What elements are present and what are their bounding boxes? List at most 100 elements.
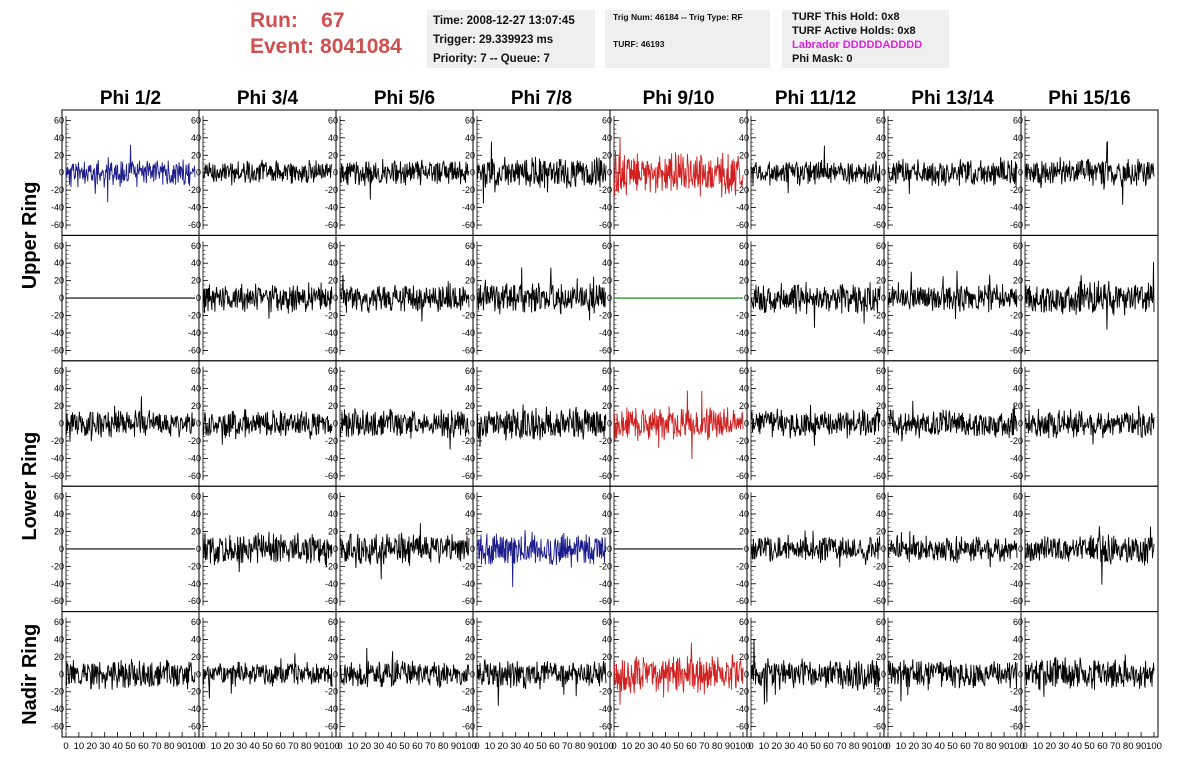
y-tick-label: -60 (1010, 471, 1023, 481)
y-tick-label: 0 (1018, 293, 1023, 303)
y-tick-label: 60 (191, 617, 201, 627)
x-tick-label: 20 (498, 741, 509, 752)
y-tick-label: 40 (876, 258, 886, 268)
y-tick-label: 60 (739, 115, 749, 125)
y-tick-label: -40 (325, 203, 338, 213)
waveform-trace (339, 523, 470, 580)
waveform-trace (1024, 654, 1155, 697)
y-tick-label: 60 (191, 366, 201, 376)
x-tick-label: 50 (810, 741, 821, 752)
y-tick-label: 40 (876, 133, 886, 143)
x-tick-label: 50 (947, 741, 958, 752)
y-tick-label: 60 (54, 241, 64, 251)
y-tick-label: 20 (328, 526, 338, 536)
y-tick-label: -20 (462, 185, 475, 195)
y-tick-label: 20 (465, 150, 475, 160)
y-tick-label: 0 (470, 168, 475, 178)
waveform-trace (887, 659, 1018, 702)
y-tick-label: 0 (333, 168, 338, 178)
y-tick-label: 0 (1018, 544, 1023, 554)
x-tick-label: 20 (1046, 741, 1057, 752)
y-tick-label: 60 (739, 241, 749, 251)
y-tick-label: 40 (602, 133, 612, 143)
y-tick-label: -20 (873, 687, 886, 697)
x-tick-label: 70 (151, 741, 162, 752)
y-tick-label: -60 (51, 596, 64, 606)
column-header: Phi 1/2 (100, 88, 161, 109)
x-tick-label: 30 (784, 741, 795, 752)
y-tick-label: 40 (602, 258, 612, 268)
x-tick-label: 70 (425, 741, 436, 752)
y-tick-label: -40 (325, 579, 338, 589)
y-tick-label: 60 (54, 617, 64, 627)
turf-this-hold-text: TURF This Hold: 0x8 (792, 11, 900, 23)
y-tick-label: -40 (462, 704, 475, 714)
y-tick-label: -40 (51, 203, 64, 213)
y-tick-label: 20 (191, 526, 201, 536)
y-tick-label: 0 (59, 669, 64, 679)
x-tick-label: 0 (611, 741, 616, 752)
y-tick-label: 40 (465, 509, 475, 519)
y-tick-label: -60 (325, 345, 338, 355)
y-tick-label: 40 (465, 258, 475, 268)
y-tick-label: 40 (1013, 634, 1023, 644)
y-tick-label: 40 (328, 133, 338, 143)
waveform-trace (65, 659, 196, 690)
y-tick-label: 60 (191, 492, 201, 502)
y-tick-label: -20 (1010, 185, 1023, 195)
y-tick-label: 60 (1013, 366, 1023, 376)
y-tick-label: 20 (876, 652, 886, 662)
run-value: 67 (321, 9, 345, 32)
y-tick-label: 0 (196, 669, 201, 679)
y-tick-label: -60 (873, 722, 886, 732)
y-tick-label: 40 (602, 509, 612, 519)
x-tick-label: 30 (510, 741, 521, 752)
y-tick-label: -60 (462, 471, 475, 481)
y-tick-label: 0 (59, 168, 64, 178)
y-tick-label: -40 (736, 704, 749, 714)
y-tick-label: -60 (462, 596, 475, 606)
y-tick-label: 0 (59, 293, 64, 303)
waveform-trace (202, 531, 333, 573)
waveform-trace (476, 404, 607, 447)
y-tick-label: -20 (188, 436, 201, 446)
waveform-trace (613, 642, 744, 705)
waveform-trace (887, 157, 1018, 195)
y-tick-label: 60 (328, 617, 338, 627)
y-tick-label: -20 (462, 687, 475, 697)
y-tick-label: 0 (59, 544, 64, 554)
y-tick-label: -40 (599, 453, 612, 463)
x-tick-label: 40 (660, 741, 671, 752)
y-tick-label: -60 (188, 471, 201, 481)
waveform-trace (613, 136, 744, 198)
y-tick-label: -20 (188, 185, 201, 195)
y-tick-label: 60 (876, 617, 886, 627)
y-tick-label: 0 (470, 419, 475, 429)
y-tick-label: 60 (876, 492, 886, 502)
y-tick-label: -20 (51, 185, 64, 195)
x-tick-label: 100 (187, 741, 203, 752)
y-tick-label: -60 (325, 722, 338, 732)
x-tick-label: 10 (759, 741, 770, 752)
x-tick-label: 40 (523, 741, 534, 752)
x-tick-label: 80 (986, 741, 997, 752)
phi-mask-text: Phi Mask: 0 (792, 53, 853, 65)
y-tick-label: -40 (462, 203, 475, 213)
waveform-trace (750, 639, 881, 705)
y-tick-label: -40 (51, 579, 64, 589)
y-tick-label: -40 (51, 328, 64, 338)
x-tick-label: 80 (1123, 741, 1134, 752)
y-tick-label: 40 (54, 634, 64, 644)
y-tick-label: 40 (465, 133, 475, 143)
x-tick-label: 60 (960, 741, 971, 752)
waveform-trace (339, 158, 470, 200)
y-tick-label: 20 (1013, 652, 1023, 662)
x-tick-label: 100 (324, 741, 340, 752)
y-tick-label: 40 (602, 634, 612, 644)
labrador-text: Labrador DDDDDADDDD (792, 39, 923, 51)
x-tick-label: 40 (1071, 741, 1082, 752)
y-tick-label: 40 (328, 384, 338, 394)
y-tick-label: 0 (470, 669, 475, 679)
y-tick-label: -60 (873, 471, 886, 481)
y-tick-label: 60 (602, 617, 612, 627)
